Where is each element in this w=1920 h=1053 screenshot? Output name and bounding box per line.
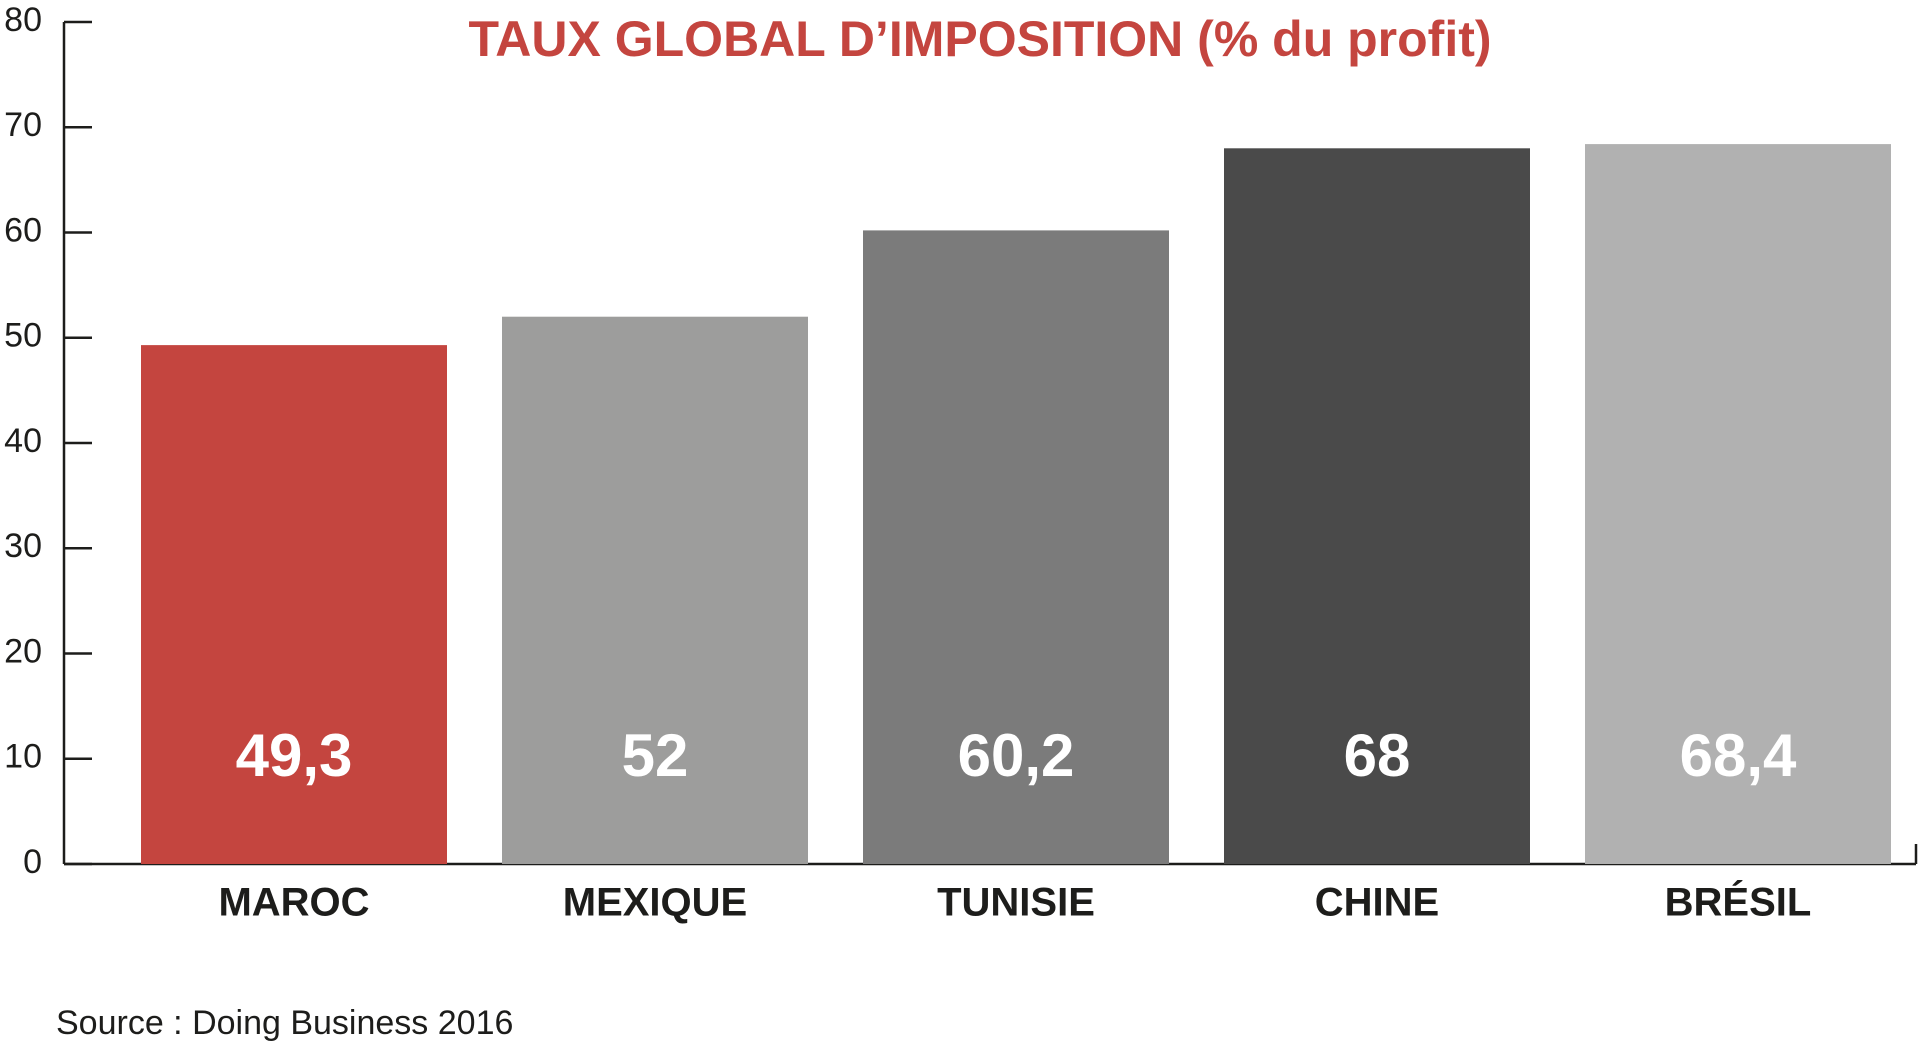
bar — [1585, 144, 1891, 865]
y-tick-label: 40 — [4, 422, 42, 460]
bar — [141, 345, 447, 864]
value-label: 52 — [622, 722, 689, 789]
y-tick-label: 30 — [4, 527, 42, 565]
source-note: Source : Doing Business 2016 — [56, 1004, 513, 1042]
chart-title: TAUX GLOBAL D’IMPOSITION (% du profit) — [468, 11, 1491, 67]
x-tick-label: TUNISIE — [937, 881, 1095, 925]
bar — [863, 230, 1169, 864]
y-tick-label: 60 — [4, 211, 42, 249]
y-tick-label: 50 — [4, 317, 42, 355]
value-label: 68,4 — [1680, 722, 1797, 789]
x-tick-label: MEXIQUE — [563, 881, 747, 925]
x-tick-label: CHINE — [1315, 881, 1439, 925]
value-label: 60,2 — [958, 722, 1075, 789]
bar — [502, 316, 808, 864]
y-tick-label: 0 — [23, 843, 42, 881]
y-tick-label: 80 — [4, 1, 42, 39]
value-label: 49,3 — [236, 722, 353, 789]
y-tick-label: 10 — [4, 738, 42, 776]
value-label: 68 — [1344, 722, 1411, 789]
y-tick-label: 20 — [4, 632, 42, 670]
x-tick-label: MAROC — [218, 881, 369, 925]
bar — [1224, 148, 1530, 865]
x-tick-label: BRÉSIL — [1665, 880, 1812, 925]
y-tick-label: 70 — [4, 106, 42, 144]
